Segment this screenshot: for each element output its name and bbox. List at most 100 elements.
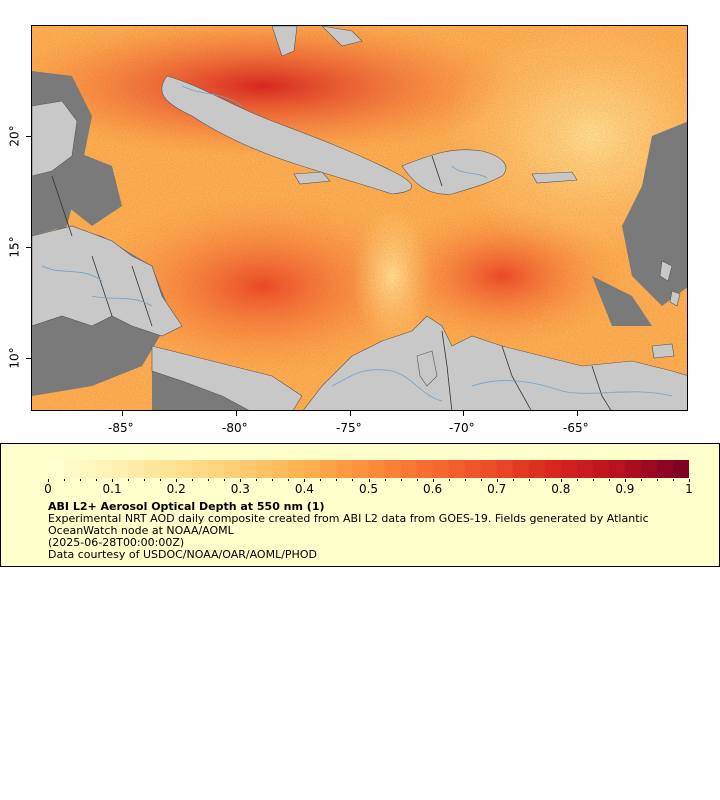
colorbar-minor-tick — [352, 479, 354, 481]
colorbar-tick — [304, 479, 306, 482]
colorbar-segment — [192, 460, 209, 478]
colorbar-minor-tick — [672, 479, 674, 481]
colorbar-minor-tick — [256, 479, 258, 481]
colorbar — [48, 460, 689, 478]
colorbar-tick — [176, 479, 178, 482]
colorbar-minor-tick — [512, 479, 514, 481]
country-borders — [51, 155, 612, 410]
colorbar-segment — [528, 460, 546, 478]
colorbar-segment — [176, 460, 193, 478]
colorbar-segment — [640, 460, 658, 478]
colorbar-label: 0.1 — [102, 482, 122, 496]
colorbar-segment — [448, 460, 466, 478]
colorbar-tick — [432, 479, 434, 482]
colorbar-segment — [432, 460, 450, 478]
colorbar-minor-tick — [528, 479, 530, 481]
colorbar-minor-tick — [128, 479, 130, 481]
colorbar-label: 0.7 — [487, 482, 507, 496]
lon-tick-70 — [463, 411, 464, 416]
colorbar-segment — [464, 460, 482, 478]
colorbar-segment — [400, 460, 418, 478]
lesser-antilles — [659, 260, 673, 282]
yucatan — [32, 100, 78, 177]
colorbar-label: 0.9 — [615, 482, 635, 496]
bahamas — [271, 26, 298, 57]
lon-label-75: -75° — [336, 421, 362, 435]
colorbar-minor-tick — [96, 479, 98, 481]
colorbar-segment — [288, 460, 306, 478]
colorbar-segment — [160, 460, 177, 478]
colorbar-segment — [64, 460, 81, 478]
colorbar-segment — [560, 460, 578, 478]
colorbar-segment — [112, 460, 129, 478]
colorbar-label: 0.8 — [551, 482, 571, 496]
colorbar-minor-tick — [640, 479, 642, 481]
colorbar-minor-tick — [576, 479, 578, 481]
legend-credit: Data courtesy of USDOC/NOAA/OAR/AOML/PHO… — [48, 548, 317, 561]
lon-tick-65 — [577, 411, 578, 416]
puerto-rico — [531, 171, 578, 184]
colorbar-segment — [496, 460, 514, 478]
map-canvas — [32, 26, 687, 410]
colorbar-tick — [240, 479, 242, 482]
colorbar-segment — [656, 460, 674, 478]
colorbar-tick — [48, 479, 49, 482]
rivers — [41, 85, 673, 402]
colorbar-segment — [576, 460, 594, 478]
colorbar-tick — [496, 479, 498, 482]
colorbar-segment — [368, 460, 386, 478]
colorbar-label: 0.6 — [423, 482, 443, 496]
legend-title: ABI L2+ Aerosol Optical Depth at 550 nm … — [48, 500, 325, 513]
colorbar-segment — [96, 460, 113, 478]
cuba — [161, 75, 413, 195]
colorbar-segment — [672, 460, 689, 478]
colorbar-minor-tick — [448, 479, 450, 481]
colorbar-segment — [80, 460, 97, 478]
colorbar-minor-tick — [480, 479, 482, 481]
colorbar-label: 1 — [685, 482, 693, 496]
colorbar-minor-tick — [320, 479, 322, 481]
colorbar-minor-tick — [400, 479, 402, 481]
colorbar-minor-tick — [272, 479, 274, 481]
colorbar-segment — [128, 460, 145, 478]
colorbar-segment — [240, 460, 257, 478]
colorbar-minor-tick — [384, 479, 386, 481]
central-america — [32, 225, 183, 337]
lat-tick-15 — [26, 247, 31, 248]
colorbar-segment — [48, 460, 65, 478]
bahamas-2 — [321, 26, 363, 47]
colorbar-segment — [608, 460, 626, 478]
colorbar-minor-tick — [80, 479, 82, 481]
colorbar-minor-tick — [544, 479, 546, 481]
colorbar-minor-tick — [224, 479, 226, 481]
lon-label-80: -80° — [222, 421, 248, 435]
colorbar-segment — [256, 460, 273, 478]
aod-map — [31, 25, 688, 411]
colorbar-segment — [352, 460, 370, 478]
colorbar-tick — [624, 479, 626, 482]
lat-tick-10 — [26, 358, 31, 359]
trinidad — [651, 343, 675, 359]
colorbar-label: 0.4 — [294, 482, 314, 496]
lon-tick-75 — [350, 411, 351, 416]
colorbar-minor-tick — [592, 479, 594, 481]
lon-tick-80 — [236, 411, 237, 416]
colorbar-minor-tick — [416, 479, 418, 481]
legend-panel: ABI L2+ Aerosol Optical Depth at 550 nm … — [0, 443, 720, 567]
colorbar-label: 0 — [44, 482, 52, 496]
legend-description-line-1: Experimental NRT AOD daily composite cre… — [48, 512, 649, 525]
colorbar-segment — [272, 460, 289, 478]
colorbar-tick — [560, 479, 562, 482]
colorbar-minor-tick — [208, 479, 210, 481]
colorbar-minor-tick — [608, 479, 610, 481]
lat-label-20: 20° — [7, 125, 22, 147]
jamaica — [293, 171, 331, 185]
lesser-antilles-2 — [669, 290, 681, 307]
colorbar-segment — [592, 460, 610, 478]
colorbar-segment — [480, 460, 498, 478]
colorbar-minor-tick — [144, 479, 146, 481]
colorbar-label: 0.3 — [230, 482, 250, 496]
colorbar-segment — [208, 460, 225, 478]
hispaniola — [401, 149, 507, 195]
lon-tick-85 — [122, 411, 123, 416]
